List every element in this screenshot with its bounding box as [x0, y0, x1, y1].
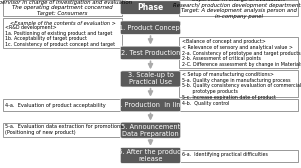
Text: 6. After the product
release: 6. After the product release: [118, 149, 183, 162]
Text: 6-a.  Identifying practical difficulties: 6-a. Identifying practical difficulties: [182, 152, 267, 157]
FancyBboxPatch shape: [3, 99, 122, 111]
Text: 2. Test Production: 2. Test Production: [121, 50, 180, 56]
FancyBboxPatch shape: [120, 147, 181, 163]
FancyBboxPatch shape: [120, 1, 181, 14]
Text: 5-a.  Evaluation data extraction for promotions
(Positioning of new product): 5-a. Evaluation data extraction for prom…: [5, 124, 123, 135]
Text: 4-a.  Evaluation of product acceptability: 4-a. Evaluation of product acceptability: [5, 102, 106, 108]
Text: 4. Production  in line: 4. Production in line: [116, 102, 185, 108]
Text: 3. Scale-up to
Practical Use: 3. Scale-up to Practical Use: [128, 72, 173, 86]
Text: Phase: Phase: [137, 3, 164, 12]
Text: Supervisor in charge of evaluation:
Research/ production development departments: Supervisor in charge of evaluation: Rese…: [173, 0, 301, 19]
FancyBboxPatch shape: [3, 123, 122, 137]
Text: <R&D development>
1a. Positioning of existing product and target
1b. Acceptabili: <R&D development> 1a. Positioning of exi…: [5, 25, 116, 47]
FancyBboxPatch shape: [120, 46, 181, 60]
FancyBboxPatch shape: [179, 0, 298, 16]
Text: < Setup of manufacturing conditions>
5-a. Quality change in manufacturing proces: < Setup of manufacturing conditions> 5-a…: [182, 72, 301, 100]
Text: <Example of the contents of evaluation >: <Example of the contents of evaluation >: [10, 21, 115, 26]
FancyBboxPatch shape: [179, 99, 298, 111]
FancyBboxPatch shape: [120, 71, 181, 87]
FancyBboxPatch shape: [120, 98, 181, 112]
FancyBboxPatch shape: [120, 21, 181, 35]
Text: Supervisor in charge of investigation and evaluation
The operating department co: Supervisor in charge of investigation an…: [0, 0, 132, 16]
FancyBboxPatch shape: [179, 70, 298, 97]
FancyBboxPatch shape: [179, 150, 298, 162]
Text: 5. Announcement
Data Preparation: 5. Announcement Data Preparation: [121, 124, 180, 137]
Text: <Balance of concept and product>
< Relevance of sensory and analytical value >
2: <Balance of concept and product> < Relev…: [182, 39, 301, 67]
Text: 4-b.  Quality control: 4-b. Quality control: [182, 101, 229, 106]
FancyBboxPatch shape: [3, 18, 122, 48]
Text: 1. Product Concept: 1. Product Concept: [119, 25, 182, 31]
FancyBboxPatch shape: [120, 122, 181, 138]
FancyBboxPatch shape: [179, 37, 298, 68]
FancyBboxPatch shape: [3, 0, 122, 16]
